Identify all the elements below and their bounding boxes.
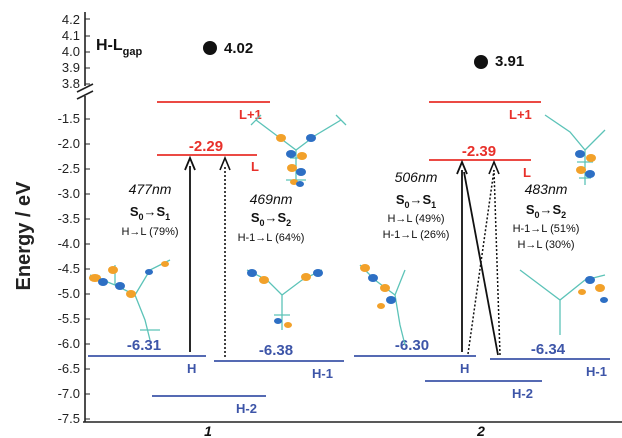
tick-label: -7.0 [58, 386, 80, 401]
transition-labels-molecule-2: 506nm S0→S1 H→L (49%) H-1→L (26%) 483nm … [383, 169, 580, 251]
gap-point-1: 4.02 [203, 40, 253, 57]
orbital-homo1-molecule-1 [246, 269, 323, 330]
arrow-head [184, 155, 196, 171]
contribution-label: H-1→L (26%) [383, 229, 450, 241]
tick-label: -1.5 [58, 111, 80, 126]
level-label: H-1 [312, 366, 333, 381]
transition-arrow-s0-s2-a [467, 169, 495, 355]
wavelength-label: 506nm [395, 169, 438, 185]
level-value: -2.29 [189, 138, 223, 155]
gap-label: H-Lgap [96, 37, 142, 58]
level-label: H-2 [236, 401, 257, 416]
tick-label: -2.5 [58, 161, 80, 176]
arrow-head [219, 155, 231, 171]
gap-marker [474, 55, 488, 69]
tick-label: -4.0 [58, 236, 80, 251]
wavelength-label: 469nm [250, 191, 293, 207]
orbital-lumo-molecule-2 [544, 114, 606, 185]
gap-value-2: 3.91 [495, 53, 524, 70]
level-label: L [523, 165, 531, 180]
level-label: L+1 [509, 107, 532, 122]
state-label: S0→S2 [526, 202, 566, 220]
lower-ticks: -1.5 -2.0 -2.5 -3.0 -3.5 -4.0 -4.5 -5.0 … [58, 111, 90, 426]
level-label: H [187, 361, 196, 376]
tick-label: -6.0 [58, 336, 80, 351]
gap-value-1: 4.02 [224, 40, 253, 57]
orbital-homo-molecule-1 [89, 259, 171, 341]
y-axis-title: Energy / eV [13, 181, 35, 291]
level-label: H-2 [512, 386, 533, 401]
level-value: -6.38 [259, 342, 293, 359]
molecule-label-2: 2 [476, 423, 485, 438]
wavelength-label: 483nm [525, 181, 568, 197]
levels-molecule-2: L+1 -2.39 L -6.30 H -6.34 H-1 H-2 [354, 101, 610, 401]
y-axis [83, 12, 622, 423]
arrow-head [456, 159, 468, 175]
tick-label: -7.5 [58, 411, 80, 426]
gap-marker [203, 41, 217, 55]
upper-ticks: 4.2 4.1 4.0 3.9 3.8 [62, 12, 90, 91]
transitions-molecule-2 [456, 159, 501, 356]
axis-break-mark [76, 83, 94, 100]
tick-label: -3.5 [58, 211, 80, 226]
level-value: -6.31 [127, 337, 161, 354]
state-label: S0→S1 [396, 192, 436, 210]
orbital-lumo-molecule-1 [250, 114, 347, 187]
arrow-head [488, 159, 500, 175]
tick-label: -5.0 [58, 286, 80, 301]
transitions-molecule-1 [184, 155, 231, 357]
contribution-label: H→L (30%) [517, 239, 574, 251]
contribution-label: H-1→L (64%) [238, 232, 305, 244]
state-label: S0→S2 [251, 210, 291, 228]
tick-label: 3.9 [62, 60, 80, 75]
tick-label: -6.5 [58, 361, 80, 376]
transition-arrow-s0-s2-b [493, 169, 501, 356]
tick-label: -2.0 [58, 136, 80, 151]
level-value: -2.39 [462, 143, 496, 160]
transition-arrow-h1-l [463, 171, 499, 356]
tick-label: -3.0 [58, 186, 80, 201]
transition-labels-molecule-1: 477nm S0→S1 H→L (79%) 469nm S0→S2 H-1→L … [121, 181, 304, 244]
level-value: -6.30 [395, 337, 429, 354]
contribution-label: H→L (49%) [387, 213, 444, 225]
contribution-label: H-1→L (51%) [513, 223, 580, 235]
tick-label: -4.5 [58, 261, 80, 276]
gap-point-2: 3.91 [474, 53, 524, 70]
molecule-label-1: 1 [204, 423, 212, 438]
tick-label: 4.0 [62, 44, 80, 59]
tick-label: -5.5 [58, 311, 80, 326]
levels-molecule-1: L+1 -2.29 L -6.31 H -6.38 H-1 H-2 [88, 101, 344, 416]
wavelength-label: 477nm [129, 181, 172, 197]
contribution-label: H→L (79%) [121, 226, 178, 238]
orbital-homo1-molecule-2 [519, 269, 608, 335]
state-label: S0→S1 [130, 204, 170, 222]
tick-label: 4.2 [62, 12, 80, 27]
orbital-homo-molecule-2 [359, 264, 406, 346]
tick-label: 3.8 [62, 76, 80, 91]
level-label: L+1 [239, 107, 262, 122]
level-label: H [460, 361, 469, 376]
level-label: H-1 [586, 364, 607, 379]
level-value: -6.34 [531, 341, 566, 358]
tick-label: 4.1 [62, 28, 80, 43]
level-label: L [251, 159, 259, 174]
